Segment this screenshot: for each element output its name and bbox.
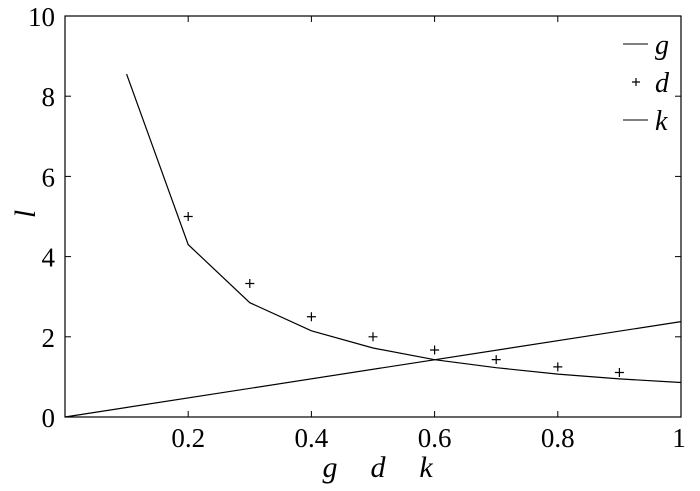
series-line-k — [64, 321, 682, 418]
legend: gdk — [623, 30, 670, 137]
x-tick-label: 1 — [672, 423, 686, 453]
series-point-d — [553, 362, 563, 372]
legend-swatch-d — [632, 78, 640, 86]
y-tick-label: 8 — [42, 82, 56, 112]
y-axis-label: l — [9, 210, 42, 218]
y-tick-label: 6 — [42, 162, 56, 192]
y-tick-label: 0 — [42, 403, 56, 433]
y-tick-label: 10 — [28, 2, 55, 32]
x-tick-label: 0.4 — [295, 423, 329, 453]
x-axis-label-d: d — [371, 451, 387, 484]
y-tick-label: 4 — [42, 243, 56, 273]
plot-frame — [64, 15, 682, 418]
legend-label-g: g — [655, 30, 669, 61]
x-tick-label: 0.2 — [171, 423, 205, 453]
series-line-g — [126, 73, 682, 384]
series-point-d — [183, 212, 193, 221]
x-axis-label-g: g — [323, 451, 338, 484]
series-point-d — [614, 367, 624, 377]
series-group — [64, 73, 682, 418]
series-point-d — [306, 312, 316, 322]
x-tick-label: 0.6 — [418, 423, 452, 453]
legend-label-d: d — [655, 68, 670, 99]
y-tick-label: 2 — [42, 323, 56, 353]
x-tick-label: 0.8 — [541, 423, 575, 453]
legend-label-k: k — [655, 106, 668, 137]
x-axis-label-k: k — [419, 451, 433, 484]
axis-labels: l g d k — [9, 210, 433, 484]
series-point-d — [491, 355, 501, 365]
series-point-d — [245, 278, 255, 288]
series-point-d — [368, 332, 378, 342]
series-point-d — [430, 345, 440, 355]
